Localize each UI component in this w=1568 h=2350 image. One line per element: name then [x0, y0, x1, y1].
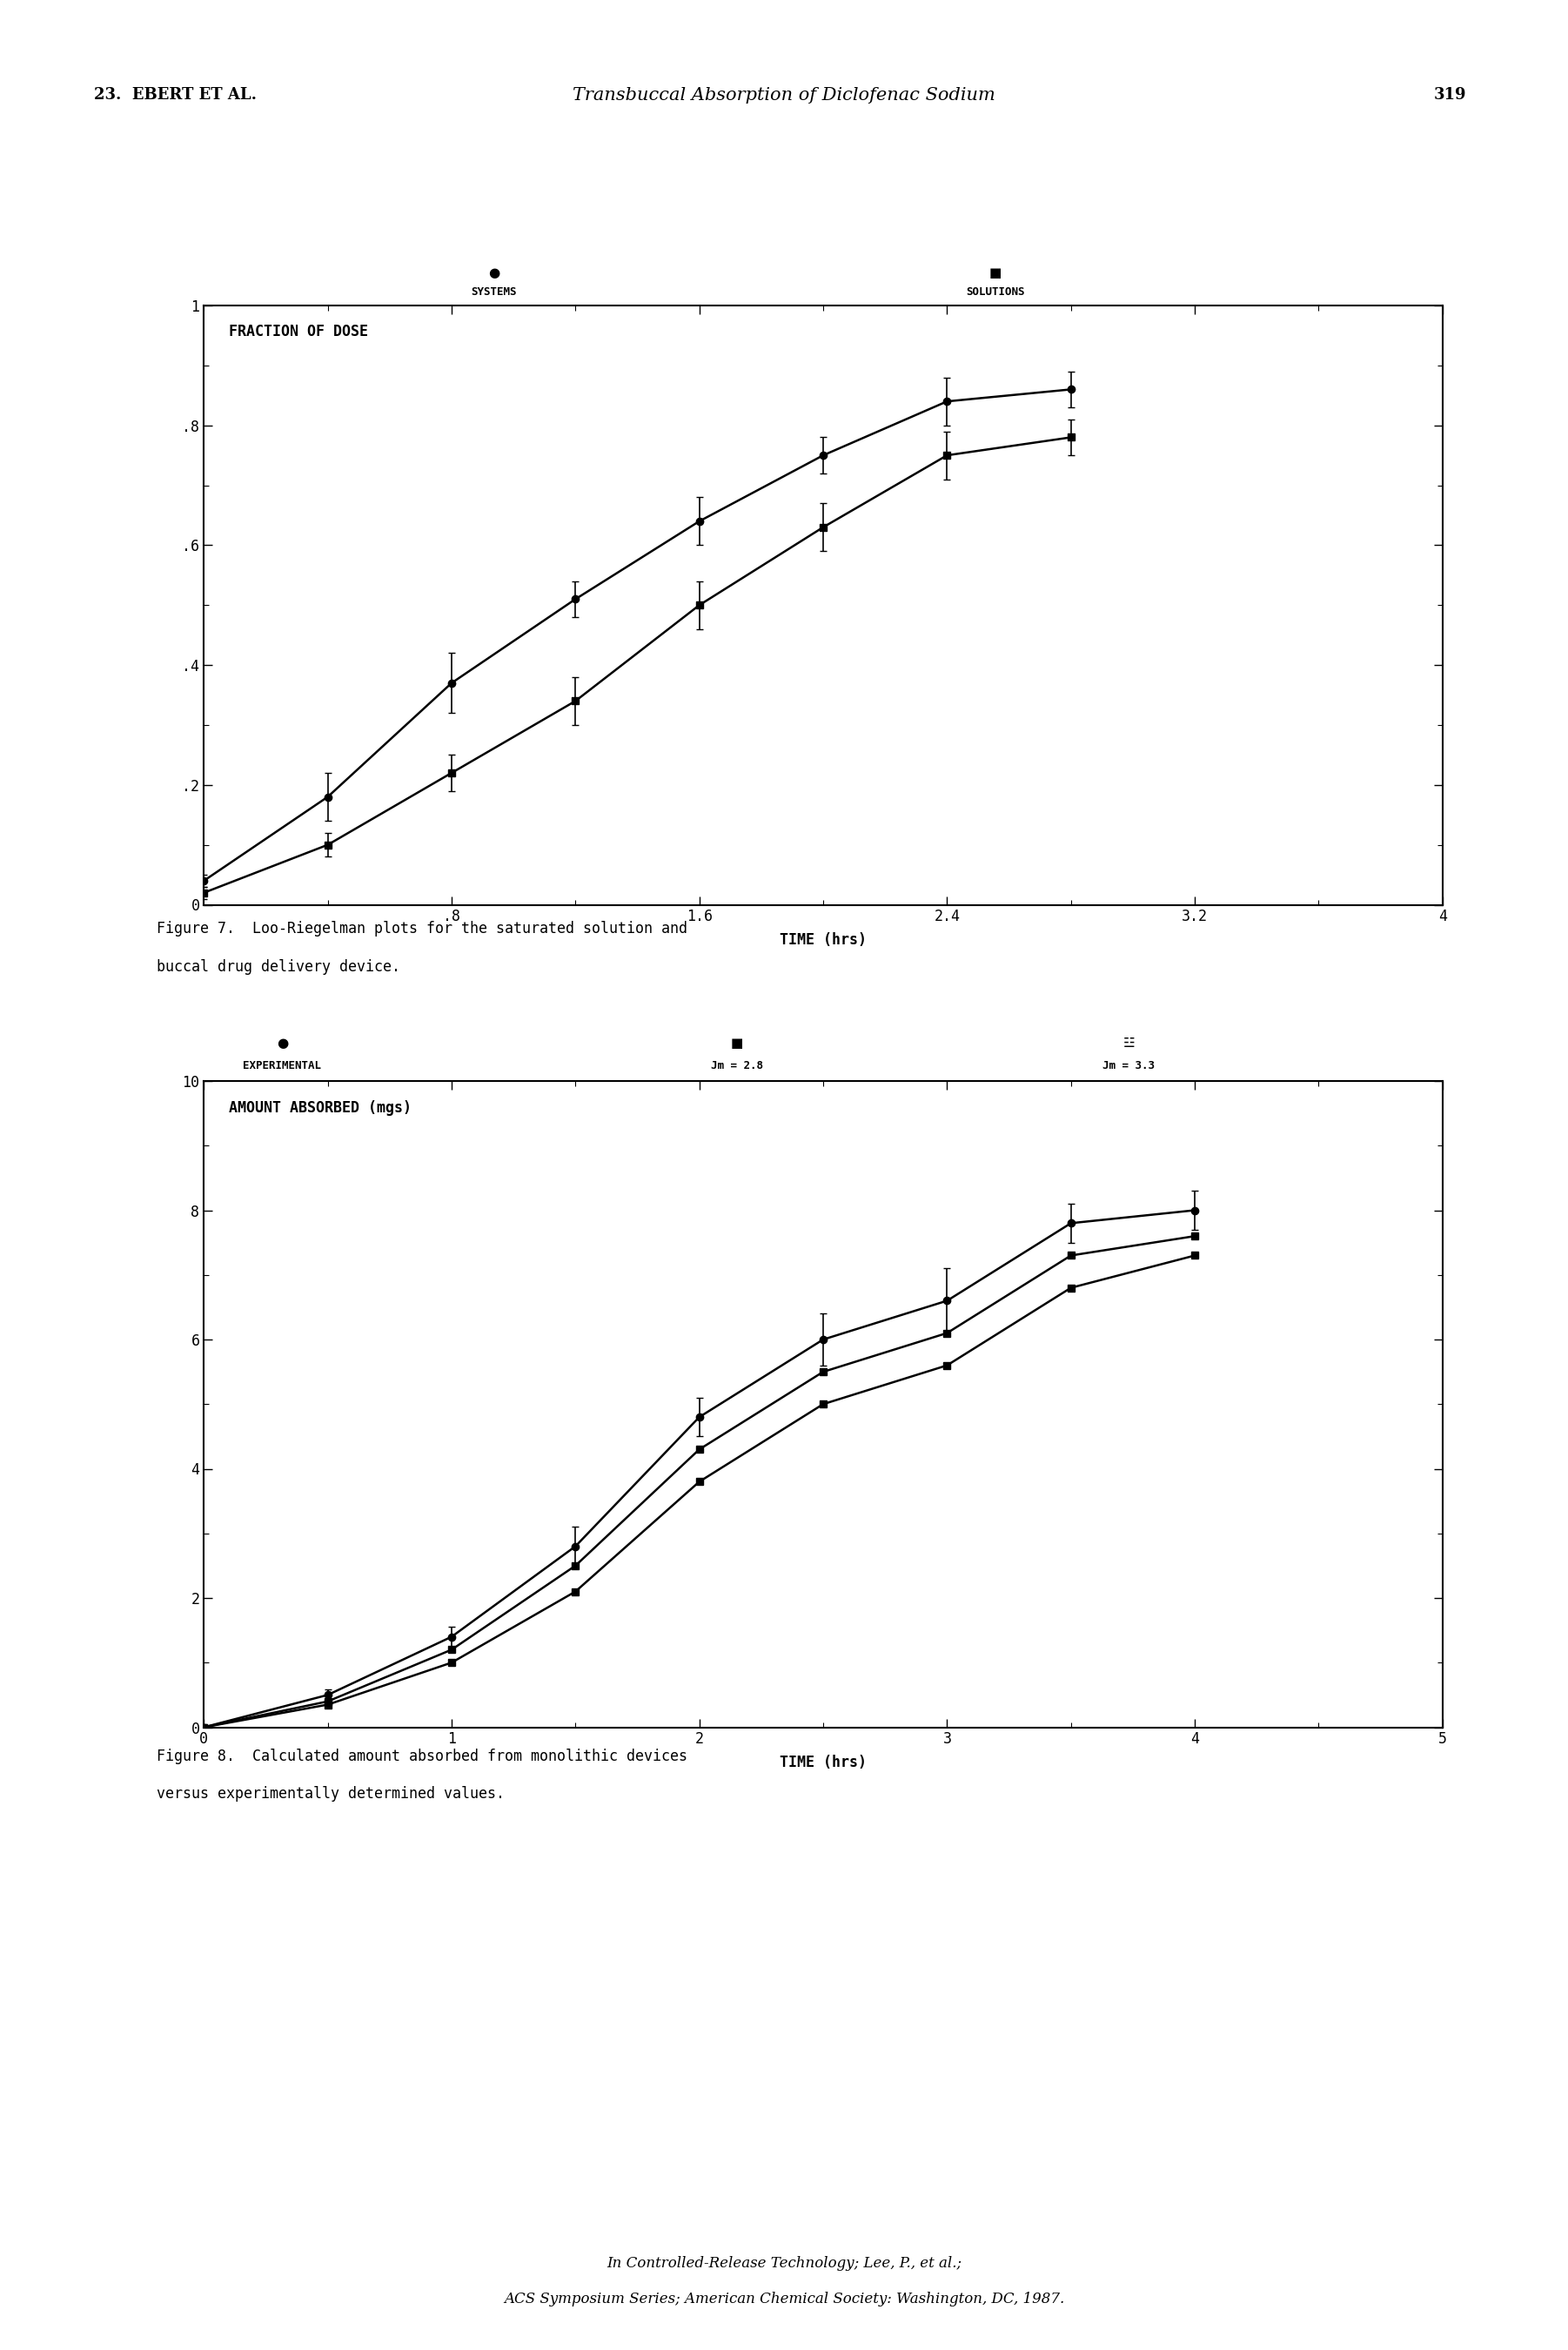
Text: ACS Symposium Series; American Chemical Society: Washington, DC, 1987.: ACS Symposium Series; American Chemical … [503, 2291, 1065, 2305]
Text: In Controlled-Release Technology; Lee, P., et al.;: In Controlled-Release Technology; Lee, P… [607, 2256, 961, 2270]
Text: EXPERIMENTAL: EXPERIMENTAL [243, 1060, 321, 1072]
X-axis label: TIME (hrs): TIME (hrs) [779, 1755, 867, 1770]
Text: SYSTEMS: SYSTEMS [470, 287, 517, 298]
Text: ■: ■ [989, 266, 1002, 280]
Text: ☳: ☳ [1123, 1036, 1135, 1050]
Text: buccal drug delivery device.: buccal drug delivery device. [157, 959, 400, 975]
Text: Jm = 2.8: Jm = 2.8 [710, 1060, 764, 1072]
Text: Figure 7.  Loo-Riegelman plots for the saturated solution and: Figure 7. Loo-Riegelman plots for the sa… [157, 921, 688, 938]
Text: AMOUNT ABSORBED (mgs): AMOUNT ABSORBED (mgs) [229, 1100, 411, 1116]
Text: FRACTION OF DOSE: FRACTION OF DOSE [229, 324, 368, 338]
Text: 23.  EBERT ET AL.: 23. EBERT ET AL. [94, 87, 257, 103]
Text: 319: 319 [1433, 87, 1466, 103]
Text: ●: ● [488, 266, 500, 280]
X-axis label: TIME (hrs): TIME (hrs) [779, 933, 867, 947]
Text: Jm = 3.3: Jm = 3.3 [1102, 1060, 1156, 1072]
Text: SOLUTIONS: SOLUTIONS [966, 287, 1025, 298]
Text: ●: ● [276, 1036, 289, 1050]
Text: Figure 8.  Calculated amount absorbed from monolithic devices: Figure 8. Calculated amount absorbed fro… [157, 1748, 688, 1765]
Text: ■: ■ [731, 1036, 743, 1050]
Text: versus experimentally determined values.: versus experimentally determined values. [157, 1786, 505, 1802]
Text: Transbuccal Absorption of Diclofenac Sodium: Transbuccal Absorption of Diclofenac Sod… [572, 87, 996, 103]
